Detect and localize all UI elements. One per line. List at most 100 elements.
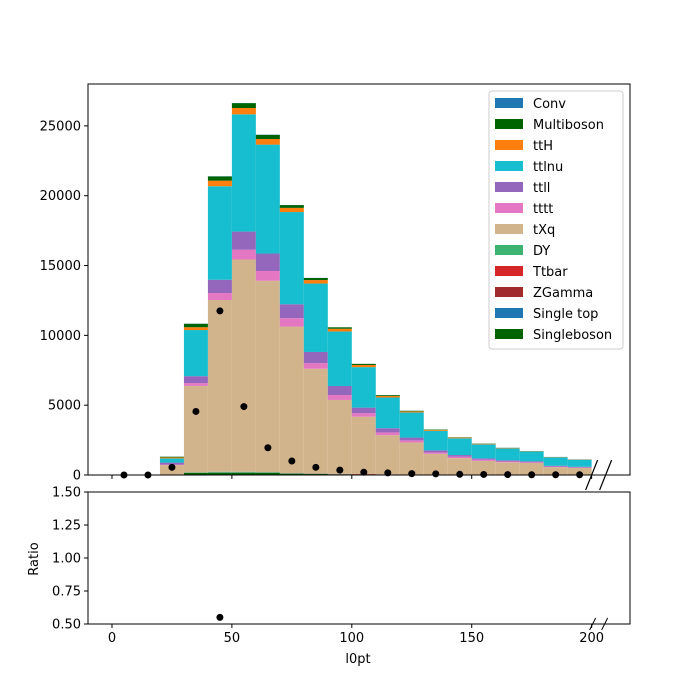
bar-multiboson-bin-5 — [231, 103, 256, 109]
bar-tttt-bin-8 — [303, 363, 328, 369]
main-axes: 0 5000 10000 15000 20000 25000 — [40, 83, 631, 491]
bar-tttt-bin-7 — [279, 318, 304, 327]
ratio-point-0 — [216, 613, 224, 621]
data-point-5 — [240, 403, 248, 411]
bar-tth-bin-12 — [399, 411, 424, 413]
bar-tttt-bin-4 — [207, 293, 232, 301]
bar-txq-bin-17 — [519, 462, 544, 475]
bar-txq-bin-16 — [495, 462, 520, 475]
bar-tttt-bin-12 — [399, 440, 424, 443]
axis-break-mark — [585, 459, 599, 491]
bar-tttt-bin-18 — [543, 466, 568, 468]
bar-tth-bin-15 — [471, 443, 496, 445]
bar-ttll-bin-12 — [399, 437, 424, 441]
legend-label: ttlnu — [533, 160, 563, 175]
bar-tth-bin-8 — [303, 280, 328, 284]
bar-tth-bin-5 — [231, 108, 256, 115]
legend-swatch — [495, 161, 523, 171]
x-tick-label: 50 — [224, 631, 241, 646]
legend-swatch — [495, 119, 523, 129]
bar-tth-bin-4 — [207, 180, 232, 187]
bar-ttll-bin-2 — [159, 462, 184, 465]
bar-ttll-bin-14 — [447, 455, 472, 457]
legend-swatch — [495, 182, 523, 192]
bar-dy-bin-6 — [255, 472, 280, 473]
data-point-8 — [312, 463, 320, 471]
legend-label: Conv — [533, 97, 566, 112]
bar-ttll-bin-6 — [255, 253, 280, 271]
main-frame — [87, 83, 631, 476]
data-point-4 — [216, 307, 224, 315]
bar-ttlnu-bin-15 — [471, 444, 496, 459]
data-point-7 — [288, 457, 296, 465]
bar-ttlnu-bin-4 — [207, 186, 232, 280]
legend-label: DY — [533, 244, 550, 259]
bar-txq-bin-11 — [375, 435, 400, 475]
bar-tttt-bin-10 — [351, 413, 376, 417]
ratio-y-tick-label: 0.50 — [52, 618, 81, 633]
ratio-y-axis-title: Ratio — [27, 542, 42, 575]
bar-txq-bin-4 — [207, 300, 232, 472]
x-tick-label: 0 — [108, 631, 116, 646]
main-y-tick-label: 15000 — [40, 259, 81, 274]
legend-label: Multiboson — [533, 118, 604, 133]
ratio-y-tick-label: 0.75 — [52, 585, 81, 600]
bar-multiboson-bin-9 — [327, 327, 352, 329]
x-axis-title: l0pt — [345, 652, 370, 667]
bar-ttll-bin-17 — [519, 461, 544, 463]
bar-singleboson-bin-5 — [231, 472, 256, 475]
legend-label: tttt — [533, 202, 553, 217]
bar-ttll-bin-4 — [207, 279, 232, 294]
main-y-tick-label: 5000 — [48, 399, 81, 414]
bar-txq-bin-7 — [279, 326, 304, 474]
main-y-tick-label: 25000 — [40, 119, 81, 134]
data-point-2 — [168, 463, 176, 471]
data-point-12 — [408, 470, 416, 478]
legend-swatch — [495, 203, 523, 213]
bar-ttlnu-bin-5 — [231, 114, 256, 232]
bar-ttlnu-bin-16 — [495, 448, 520, 461]
bar-txq-bin-15 — [471, 460, 496, 475]
bar-multiboson-bin-10 — [351, 363, 376, 366]
bar-tth-bin-6 — [255, 139, 280, 145]
ratio-frame — [87, 491, 631, 625]
legend: Conv Multiboson ttH ttlnu ttll tttt tXq DY Ttbar… — [488, 90, 624, 350]
ratio-data-points — [216, 613, 224, 621]
bar-tttt-bin-3 — [183, 383, 208, 386]
bar-ttll-bin-16 — [495, 460, 520, 462]
legend-label: ZGamma — [533, 286, 593, 301]
bar-txq-bin-5 — [231, 259, 256, 472]
legend-swatch — [495, 140, 523, 150]
axis-break-mark — [599, 459, 613, 491]
bar-ttlnu-bin-10 — [351, 367, 376, 408]
bar-multiboson-bin-4 — [207, 176, 232, 181]
ratio-y-tick-label: 1.25 — [52, 519, 81, 534]
legend-swatch — [495, 224, 523, 234]
bar-ttlnu-bin-2 — [159, 458, 184, 463]
ratio-axes: 0.50 0.75 1.00 1.25 1.50 0 50 100 150 200 — [52, 486, 631, 646]
data-point-9 — [336, 466, 344, 474]
bar-ttll-bin-8 — [303, 351, 328, 364]
ratio-y-tick-label: 1.00 — [52, 552, 81, 567]
bar-multiboson-bin-12 — [399, 410, 424, 412]
bar-ttll-bin-10 — [351, 407, 376, 414]
bar-ttlnu-bin-11 — [375, 397, 400, 429]
bar-ttlnu-bin-3 — [183, 330, 208, 377]
bar-singleboson-bin-7 — [279, 473, 304, 475]
main-y-tick-label: 20000 — [40, 189, 81, 204]
bar-txq-bin-12 — [399, 442, 424, 475]
data-point-14 — [456, 470, 464, 478]
bar-multiboson-bin-8 — [303, 277, 328, 281]
bar-tth-bin-14 — [447, 437, 472, 439]
data-point-10 — [360, 468, 368, 476]
legend-swatch — [495, 266, 523, 276]
legend-label: Ttbar — [532, 265, 568, 280]
bar-tth-bin-9 — [327, 328, 352, 332]
bar-ttlnu-bin-18 — [543, 457, 568, 466]
bar-ttll-bin-15 — [471, 458, 496, 460]
bar-tttt-bin-15 — [471, 459, 496, 461]
legend-label: ttH — [533, 139, 553, 154]
x-tick-label: 200 — [579, 631, 604, 646]
bar-txq-bin-8 — [303, 368, 328, 474]
bar-tttt-bin-13 — [423, 452, 448, 454]
